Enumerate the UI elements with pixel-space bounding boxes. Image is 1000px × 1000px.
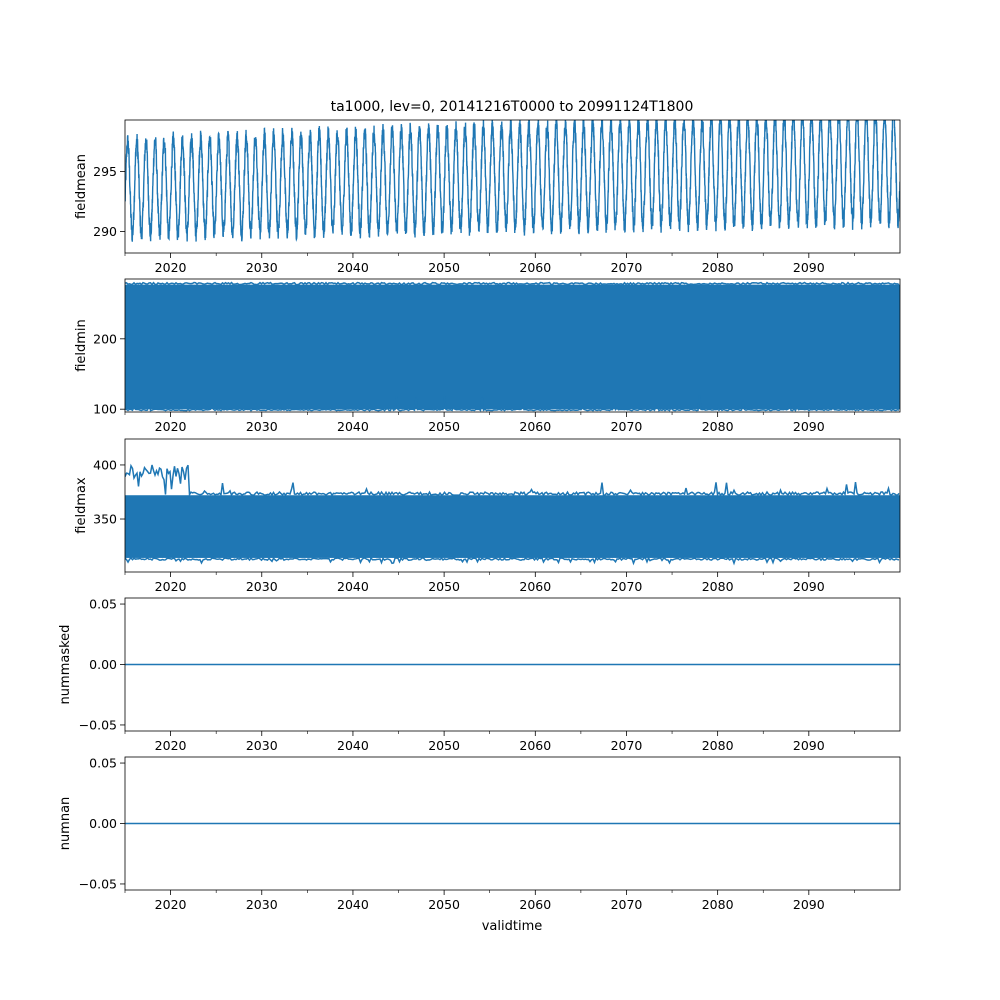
x-tick-label: 2030 (246, 738, 278, 753)
x-tick-label: 2090 (793, 897, 825, 912)
y-axis-label-fieldmean: fieldmean (74, 154, 89, 219)
x-tick-label: 2060 (519, 419, 551, 434)
x-tick-label: 2020 (155, 738, 187, 753)
y-tick-label: 0.00 (89, 816, 117, 831)
fieldmean-series (125, 120, 900, 242)
y-tick-label: 0.05 (89, 597, 117, 612)
x-tick-label: 2030 (246, 579, 278, 594)
x-tick-label: 2050 (428, 260, 460, 275)
fieldmin-series (125, 281, 900, 412)
x-tick-label: 2080 (702, 579, 734, 594)
x-tick-label: 2090 (793, 260, 825, 275)
y-axis-label-fieldmin: fieldmin (74, 319, 89, 372)
x-tick-label: 2050 (428, 897, 460, 912)
y-tick-label: 350 (93, 512, 117, 527)
x-tick-label: 2080 (702, 260, 734, 275)
y-axis-label-numnan: numnan (58, 797, 73, 851)
x-tick-label: 2040 (337, 579, 369, 594)
x-tick-label: 2020 (155, 419, 187, 434)
x-tick-label: 2090 (793, 738, 825, 753)
x-tick-label: 2050 (428, 579, 460, 594)
x-tick-label: 2030 (246, 897, 278, 912)
fieldmin-frame (124, 278, 901, 413)
y-tick-label: 400 (93, 457, 117, 472)
y-tick-label: 290 (93, 224, 117, 239)
x-tick-label: 2070 (611, 260, 643, 275)
x-tick-label: 2030 (246, 260, 278, 275)
fieldmax-series (125, 463, 900, 566)
x-axis-label: validtime (482, 919, 543, 934)
panel-fieldmean: 2020 2030 2040 2050 2060 2070 2080 2090 290 295 fi… (74, 119, 901, 275)
fieldmax-upper-edge (125, 463, 900, 498)
x-tick-label: 2070 (611, 579, 643, 594)
x-tick-label: 2040 (337, 419, 369, 434)
x-tick-label: 2080 (702, 897, 734, 912)
fieldmin-lower-edge (125, 395, 900, 412)
x-tick-label: 2040 (337, 897, 369, 912)
panel-nummasked: 2020 2030 2040 2050 2060 2070 2080 2090 −0.05 0.0… (58, 597, 901, 753)
x-tick-label: 2070 (611, 419, 643, 434)
x-tick-label: 2060 (519, 579, 551, 594)
panel-numnan: 2020 2030 2040 2050 2060 2070 2080 2090 −0.05 0.0… (58, 756, 901, 912)
x-tick-label: 2050 (428, 419, 460, 434)
x-tick-label: 2040 (337, 738, 369, 753)
y-tick-label: 100 (93, 402, 117, 417)
y-tick-label: 0.00 (89, 657, 117, 672)
fieldmin-upper-edge (125, 281, 900, 286)
fieldmean-frame (124, 119, 901, 254)
y-tick-label: −0.05 (79, 717, 117, 732)
x-tick-label: 2060 (519, 897, 551, 912)
x-tick-label: 2080 (702, 419, 734, 434)
x-tick-label: 2070 (611, 738, 643, 753)
fieldmax-frame (124, 438, 901, 573)
panel-fieldmax: 2020 2030 2040 2050 2060 2070 2080 2090 350 400 fi… (74, 438, 901, 594)
x-tick-label: 2090 (793, 419, 825, 434)
x-tick-label: 2020 (155, 897, 187, 912)
x-tick-label: 2080 (702, 738, 734, 753)
fieldmax-band (125, 495, 900, 558)
fieldmax-lower-edge (125, 556, 900, 566)
x-tick-label: 2020 (155, 579, 187, 594)
y-tick-label: 200 (93, 331, 117, 346)
x-tick-label: 2060 (519, 260, 551, 275)
x-tick-label: 2060 (519, 738, 551, 753)
chart-title: ta1000, lev=0, 20141216T0000 to 20991124… (331, 99, 694, 115)
panel-fieldmin: 2020 2030 2040 2050 2060 2070 2080 2090 100 200 fi… (74, 278, 901, 434)
x-tick-label: 2040 (337, 260, 369, 275)
x-tick-label: 2020 (155, 260, 187, 275)
fieldmean-line (125, 120, 900, 242)
x-tick-label: 2070 (611, 897, 643, 912)
y-tick-label: 0.05 (89, 756, 117, 771)
fieldmin-band (125, 284, 900, 410)
y-axis-label-fieldmax: fieldmax (74, 477, 89, 534)
x-tick-label: 2030 (246, 419, 278, 434)
x-tick-label: 2050 (428, 738, 460, 753)
y-tick-label: −0.05 (79, 876, 117, 891)
x-tick-label: 2090 (793, 579, 825, 594)
y-tick-label: 295 (93, 164, 117, 179)
y-axis-label-nummasked: nummasked (58, 625, 73, 705)
